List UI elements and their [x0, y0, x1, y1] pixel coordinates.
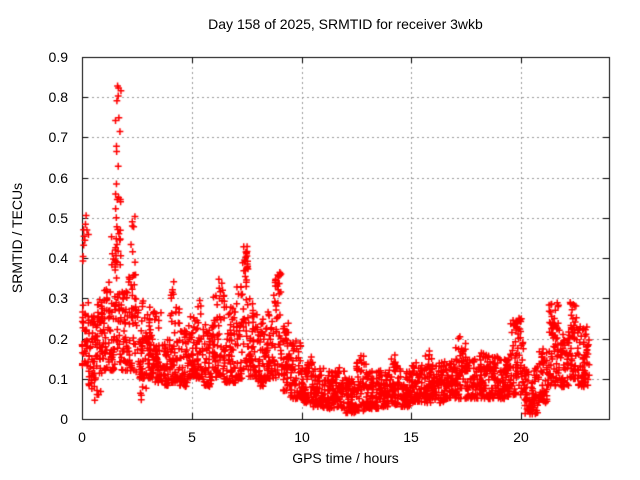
y-tick-label: 0.7 — [48, 129, 68, 145]
y-tick-label: 0.9 — [48, 49, 68, 65]
x-tick-label: 15 — [403, 429, 419, 445]
y-tick-label: 0.8 — [48, 89, 68, 105]
x-tick-label: 5 — [188, 429, 196, 445]
chart-title: Day 158 of 2025, SRMTID for receiver 3wk… — [208, 16, 483, 32]
x-axis-label: GPS time / hours — [292, 450, 399, 466]
y-tick-label: 0.6 — [48, 170, 68, 186]
y-tick-label: 0 — [60, 411, 68, 427]
x-tick-label: 0 — [78, 429, 86, 445]
y-axis-label: SRMTID / TECUs — [9, 182, 25, 294]
y-tick-label: 0.1 — [48, 371, 68, 387]
x-tick-label: 10 — [294, 429, 310, 445]
x-tick-label: 20 — [513, 429, 529, 445]
y-tick-label: 0.3 — [48, 290, 68, 306]
y-tick-label: 0.4 — [48, 250, 68, 266]
y-tick-label: 0.5 — [48, 210, 68, 226]
y-tick-label: 0.2 — [48, 331, 68, 347]
